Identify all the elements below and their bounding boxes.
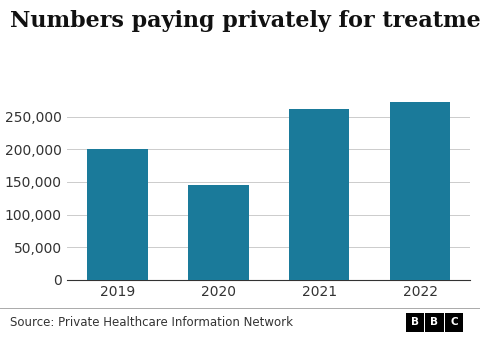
Text: B: B xyxy=(431,317,438,327)
Bar xyxy=(390,102,450,280)
Text: Source: Private Healthcare Information Network: Source: Private Healthcare Information N… xyxy=(10,316,293,329)
Text: Numbers paying privately for treatment: Numbers paying privately for treatment xyxy=(10,10,480,32)
Text: C: C xyxy=(450,317,458,327)
Bar xyxy=(188,185,249,280)
Text: B: B xyxy=(411,317,419,327)
Bar xyxy=(289,109,349,280)
Bar xyxy=(87,149,148,280)
